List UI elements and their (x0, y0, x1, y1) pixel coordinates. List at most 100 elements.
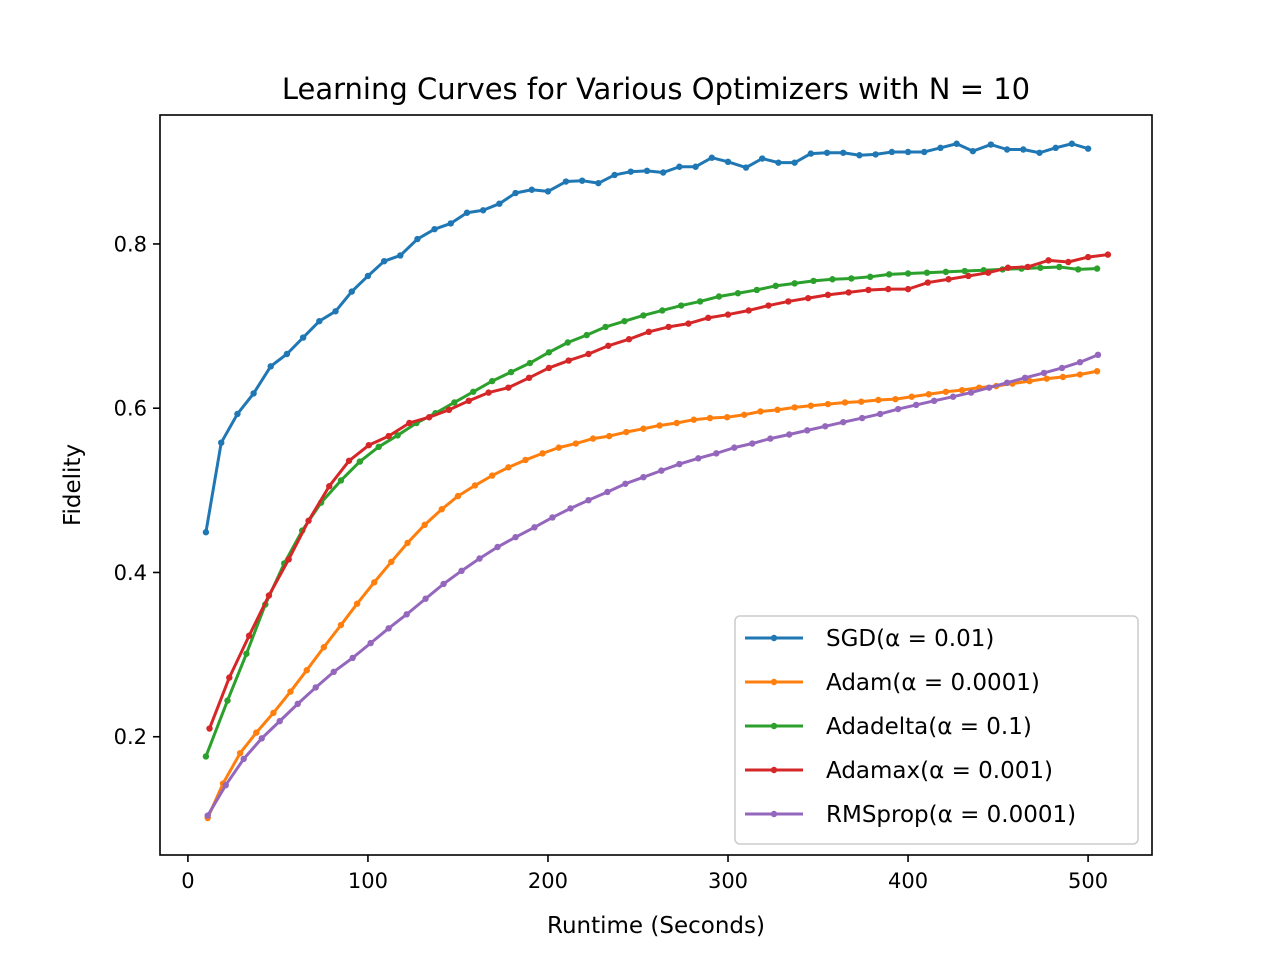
data-point (640, 312, 647, 319)
data-point (807, 402, 815, 409)
series-4 (204, 351, 1102, 819)
legend-swatch-marker (770, 766, 778, 774)
data-point (440, 580, 447, 588)
data-point (984, 269, 992, 276)
data-point (742, 164, 750, 171)
data-point (1021, 374, 1029, 382)
series-layer (202, 140, 1112, 822)
data-point (841, 399, 849, 406)
data-point (451, 399, 458, 406)
data-point (589, 435, 597, 442)
data-point (531, 524, 538, 531)
data-point (512, 189, 519, 197)
data-point (894, 405, 902, 413)
data-point (371, 579, 378, 586)
data-point (505, 464, 512, 471)
legend-box (734, 615, 1139, 845)
series-line (207, 252, 1110, 731)
data-point (367, 639, 374, 647)
data-point (564, 339, 571, 346)
data-point (414, 235, 421, 243)
data-point (326, 483, 333, 490)
data-point (885, 271, 893, 278)
data-point (804, 427, 811, 434)
data-point (775, 159, 782, 166)
data-point (786, 431, 793, 438)
data-point (555, 444, 562, 451)
data-point (1003, 146, 1011, 153)
data-point (526, 359, 534, 367)
data-point (1093, 265, 1101, 272)
legend-swatch-marker (770, 810, 778, 818)
data-point (1058, 364, 1066, 372)
data-point (791, 280, 798, 287)
data-point (942, 388, 950, 395)
data-point (678, 302, 685, 309)
legend-label: Adamax(α = 0.001) (826, 758, 1053, 784)
data-point (685, 320, 692, 327)
data-point (312, 684, 319, 691)
y-tick-label: 0.4 (114, 561, 147, 585)
data-point (528, 186, 535, 193)
data-point (785, 298, 792, 305)
data-point (985, 384, 993, 391)
data-point (421, 521, 428, 529)
data-point (759, 155, 766, 162)
data-point (476, 555, 483, 562)
data-point (791, 404, 798, 411)
data-point (283, 350, 291, 358)
data-point (942, 268, 950, 276)
data-point (622, 480, 629, 487)
data-point (276, 717, 283, 725)
data-point (567, 505, 574, 512)
data-point (888, 148, 896, 156)
x-tick-label: 200 (528, 869, 568, 893)
data-point (875, 396, 882, 404)
data-point (822, 423, 829, 430)
data-point (337, 477, 345, 484)
data-point (741, 411, 748, 418)
data-point (236, 749, 244, 757)
data-point (375, 443, 382, 451)
data-point (1045, 257, 1052, 264)
data-point (840, 418, 847, 426)
x-tick-label: 300 (708, 869, 748, 893)
data-point (388, 558, 395, 565)
data-point (660, 169, 667, 176)
data-point (604, 488, 611, 496)
data-point (924, 279, 932, 286)
data-point (904, 270, 912, 277)
legend-item: SGD(α = 0.01) (745, 626, 994, 652)
data-point (749, 440, 756, 447)
data-point (1104, 251, 1112, 258)
data-point (545, 364, 553, 372)
data-point (222, 781, 229, 789)
data-point (845, 289, 852, 296)
data-point (876, 410, 884, 418)
data-point (1040, 369, 1048, 377)
data-point (824, 400, 832, 408)
axes-layer: 0 100 200 300 400 500 0.2 0.4 0.6 0.8 (114, 114, 1153, 893)
legend-swatch-marker (770, 722, 778, 730)
data-point (772, 282, 779, 290)
data-point (1084, 253, 1092, 261)
data-point (690, 416, 698, 423)
data-point (665, 323, 672, 331)
data-point (585, 496, 592, 504)
x-tick-label: 500 (1068, 869, 1108, 893)
legend-swatch-marker (770, 678, 778, 686)
x-axis-label: Runtime (Seconds) (547, 913, 765, 939)
data-point (267, 363, 274, 370)
data-point (1004, 264, 1012, 271)
data-point (224, 697, 231, 704)
legend-label: Adadelta(α = 0.1) (826, 714, 1032, 740)
data-point (867, 273, 874, 280)
data-point (320, 644, 328, 651)
x-tick-label: 100 (348, 869, 388, 893)
data-point (621, 317, 628, 325)
data-point (904, 148, 912, 156)
data-point (438, 506, 445, 513)
y-tick-label: 0.6 (114, 397, 147, 421)
data-point (316, 317, 323, 325)
